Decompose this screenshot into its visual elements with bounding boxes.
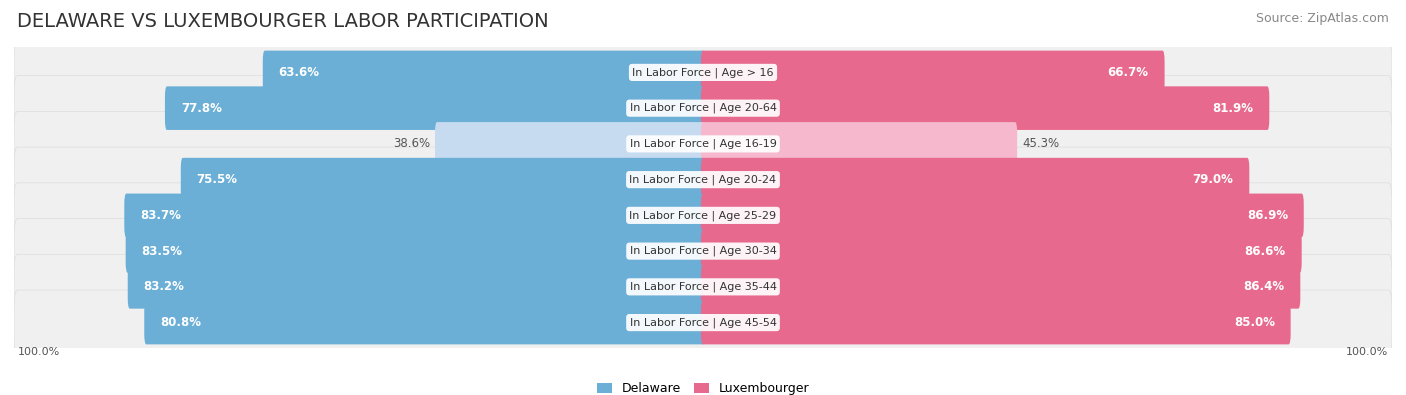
FancyBboxPatch shape (702, 194, 1303, 237)
Text: 100.0%: 100.0% (17, 347, 59, 357)
FancyBboxPatch shape (14, 111, 1392, 177)
Text: In Labor Force | Age 25-29: In Labor Force | Age 25-29 (630, 210, 776, 221)
Text: 77.8%: 77.8% (181, 102, 222, 115)
Text: 86.9%: 86.9% (1247, 209, 1288, 222)
FancyBboxPatch shape (14, 290, 1392, 355)
FancyBboxPatch shape (702, 301, 1291, 344)
Text: In Labor Force | Age 35-44: In Labor Force | Age 35-44 (630, 282, 776, 292)
FancyBboxPatch shape (263, 51, 704, 94)
Text: In Labor Force | Age 20-64: In Labor Force | Age 20-64 (630, 103, 776, 113)
Text: In Labor Force | Age 30-34: In Labor Force | Age 30-34 (630, 246, 776, 256)
FancyBboxPatch shape (124, 194, 704, 237)
Text: 81.9%: 81.9% (1212, 102, 1254, 115)
Text: 45.3%: 45.3% (1022, 137, 1059, 150)
Text: 83.5%: 83.5% (142, 245, 183, 258)
Text: 86.6%: 86.6% (1244, 245, 1286, 258)
FancyBboxPatch shape (702, 158, 1250, 201)
Text: 79.0%: 79.0% (1192, 173, 1233, 186)
FancyBboxPatch shape (125, 229, 704, 273)
FancyBboxPatch shape (145, 301, 704, 344)
FancyBboxPatch shape (702, 122, 1017, 166)
Text: 83.2%: 83.2% (143, 280, 184, 293)
Text: 85.0%: 85.0% (1234, 316, 1275, 329)
FancyBboxPatch shape (14, 218, 1392, 284)
FancyBboxPatch shape (14, 40, 1392, 105)
FancyBboxPatch shape (14, 147, 1392, 212)
Text: In Labor Force | Age 16-19: In Labor Force | Age 16-19 (630, 139, 776, 149)
Text: 38.6%: 38.6% (394, 137, 430, 150)
FancyBboxPatch shape (14, 75, 1392, 141)
Text: 80.8%: 80.8% (160, 316, 201, 329)
FancyBboxPatch shape (165, 87, 704, 130)
Text: 66.7%: 66.7% (1108, 66, 1149, 79)
FancyBboxPatch shape (14, 183, 1392, 248)
Text: 100.0%: 100.0% (1347, 347, 1389, 357)
FancyBboxPatch shape (181, 158, 704, 201)
Text: 63.6%: 63.6% (278, 66, 319, 79)
Text: 86.4%: 86.4% (1243, 280, 1285, 293)
FancyBboxPatch shape (14, 254, 1392, 320)
FancyBboxPatch shape (702, 51, 1164, 94)
Text: 83.7%: 83.7% (141, 209, 181, 222)
Text: In Labor Force | Age > 16: In Labor Force | Age > 16 (633, 67, 773, 78)
FancyBboxPatch shape (702, 265, 1301, 308)
FancyBboxPatch shape (702, 229, 1302, 273)
Text: Source: ZipAtlas.com: Source: ZipAtlas.com (1256, 12, 1389, 25)
Legend: Delaware, Luxembourger: Delaware, Luxembourger (596, 382, 810, 395)
FancyBboxPatch shape (128, 265, 704, 308)
Text: In Labor Force | Age 20-24: In Labor Force | Age 20-24 (630, 174, 776, 185)
Text: DELAWARE VS LUXEMBOURGER LABOR PARTICIPATION: DELAWARE VS LUXEMBOURGER LABOR PARTICIPA… (17, 12, 548, 31)
Text: 75.5%: 75.5% (197, 173, 238, 186)
FancyBboxPatch shape (702, 87, 1270, 130)
Text: In Labor Force | Age 45-54: In Labor Force | Age 45-54 (630, 317, 776, 328)
FancyBboxPatch shape (434, 122, 704, 166)
